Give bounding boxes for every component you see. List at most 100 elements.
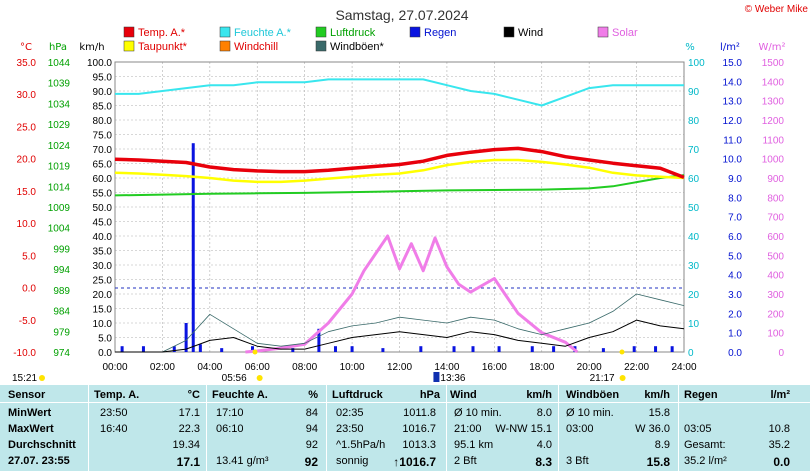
gust-value: W 36.0 — [635, 423, 670, 435]
rain-bar — [191, 143, 195, 352]
row-label: MaxWert — [8, 423, 54, 435]
pressure-tick: 999 — [53, 244, 70, 255]
rain-bar — [654, 346, 658, 352]
legend-swatch-pressure — [315, 26, 327, 38]
table-column-divider — [558, 385, 559, 471]
temp-tick: 0.0 — [22, 284, 36, 295]
solar-tick: 100 — [767, 329, 784, 340]
wind-tick: 90.0 — [93, 87, 113, 98]
pressure-tick: 989 — [53, 286, 70, 297]
wind-value: 8.3 — [535, 455, 552, 469]
rain-bar — [317, 328, 321, 352]
wind-tick: 80.0 — [93, 116, 113, 127]
wind-tick: 60.0 — [93, 174, 113, 185]
solar-tick: 400 — [767, 271, 784, 282]
sunset-axis-icon — [619, 349, 625, 355]
table-column-divider — [678, 385, 679, 471]
rain-tick: 5.0 — [728, 251, 742, 262]
rain-bar — [291, 348, 295, 352]
gust-info: 3 Bft — [566, 455, 589, 467]
sunrise-label: 05:56 — [222, 373, 247, 384]
noon-label: 13:36 — [440, 373, 465, 384]
gust-value: 15.8 — [646, 455, 670, 469]
humidity-tick: 10 — [688, 319, 700, 330]
solar-tick: 1000 — [762, 155, 785, 166]
legend-label-pressure: Luftdruck — [330, 27, 376, 39]
table-column-divider — [326, 385, 327, 471]
pressure-tick: 974 — [53, 348, 70, 359]
table-header: Sensor — [8, 389, 46, 401]
humidity-line — [115, 78, 684, 107]
rain-tick: 6.0 — [728, 232, 742, 243]
rain-bar — [497, 346, 501, 352]
humidity-tick: 50 — [688, 203, 700, 214]
solar-tick: 1500 — [762, 58, 785, 69]
rain-bar — [120, 346, 124, 352]
humidity-tick: 70 — [688, 145, 700, 156]
wind-tick: 55.0 — [93, 189, 113, 200]
humidity-value: 92 — [304, 455, 318, 469]
pressure-tick: 1034 — [48, 99, 71, 110]
pressure-tick: 1029 — [48, 120, 71, 131]
sunrise-axis-icon — [252, 349, 258, 355]
legend-swatch-dewpoint — [123, 40, 135, 52]
legend-label-wind: Wind — [518, 27, 543, 39]
time-tick: 16:00 — [482, 362, 507, 373]
time-tick: 08:00 — [292, 362, 317, 373]
legend-swatch-rain — [409, 26, 421, 38]
legend-label-windchill: Windchill — [234, 41, 278, 53]
rain-tick: 12.0 — [723, 116, 743, 127]
wind-tick: 20.0 — [93, 290, 113, 301]
time-tick: 24:00 — [671, 362, 696, 373]
legend-label-solar: Solar — [612, 27, 638, 39]
pressure-value: 1016.7 — [402, 423, 436, 435]
humidity-value: 94 — [305, 423, 318, 435]
solar-tick: 1100 — [762, 135, 784, 146]
noon-icon — [433, 372, 440, 382]
temp-tick: 10.0 — [17, 219, 37, 230]
gust-info: Ø 10 min. — [566, 407, 614, 419]
temp-tick: 35.0 — [17, 58, 37, 69]
temp-value: 17.1 — [178, 407, 200, 419]
solar-tick: 300 — [767, 290, 784, 301]
rain-tick: 7.0 — [728, 213, 742, 224]
rain-bar — [251, 346, 255, 352]
solar-tick: 600 — [767, 232, 784, 243]
humidity-tick: 100 — [688, 58, 705, 69]
row-label: MinWert — [8, 407, 52, 419]
brand-label: © Weber Mike — [745, 4, 809, 15]
humidity-axis-unit: % — [685, 42, 695, 53]
wind-tick: 5.0 — [98, 334, 112, 345]
rain-info: Gesamt: — [684, 439, 726, 451]
wind-tick: 0.0 — [98, 348, 112, 359]
rain-tick: 13.0 — [723, 97, 743, 108]
sunset-icon — [619, 375, 626, 381]
table-header: Luftdruck — [332, 389, 383, 401]
legend-label-gust: Windböen* — [330, 41, 385, 53]
time-tick: 22:00 — [624, 362, 649, 373]
temp-time: 23:50 — [100, 407, 128, 419]
legend-label-temp: Temp. A.* — [138, 27, 186, 39]
legend-label-humidity: Feuchte A.* — [234, 27, 292, 39]
solar-tick: 900 — [767, 174, 784, 185]
pressure-tick: 984 — [53, 307, 70, 318]
rain-bar — [184, 323, 188, 352]
rain-tick: 10.0 — [723, 155, 743, 166]
table-header: l/m² — [770, 389, 790, 401]
rain-bar — [198, 344, 202, 352]
rain-tick: 0.0 — [728, 348, 742, 359]
rain-bar — [471, 346, 475, 352]
rain-bar — [381, 348, 385, 352]
time-tick: 02:00 — [150, 362, 175, 373]
pressure-time: 02:35 — [336, 407, 364, 419]
temp-value: 19.34 — [172, 439, 200, 451]
humidity-time: 13.41 g/m³ — [216, 455, 269, 467]
table-header: Regen — [684, 389, 718, 401]
series-layer — [114, 78, 685, 354]
wind-info: 21:00 — [454, 423, 482, 435]
pressure-tick: 1019 — [48, 162, 71, 173]
pressure-time: ^1.5hPa/h — [336, 439, 386, 451]
rain-tick: 1.0 — [728, 329, 742, 340]
pressure-tick: 1024 — [48, 141, 71, 152]
time-tick: 00:00 — [102, 362, 127, 373]
